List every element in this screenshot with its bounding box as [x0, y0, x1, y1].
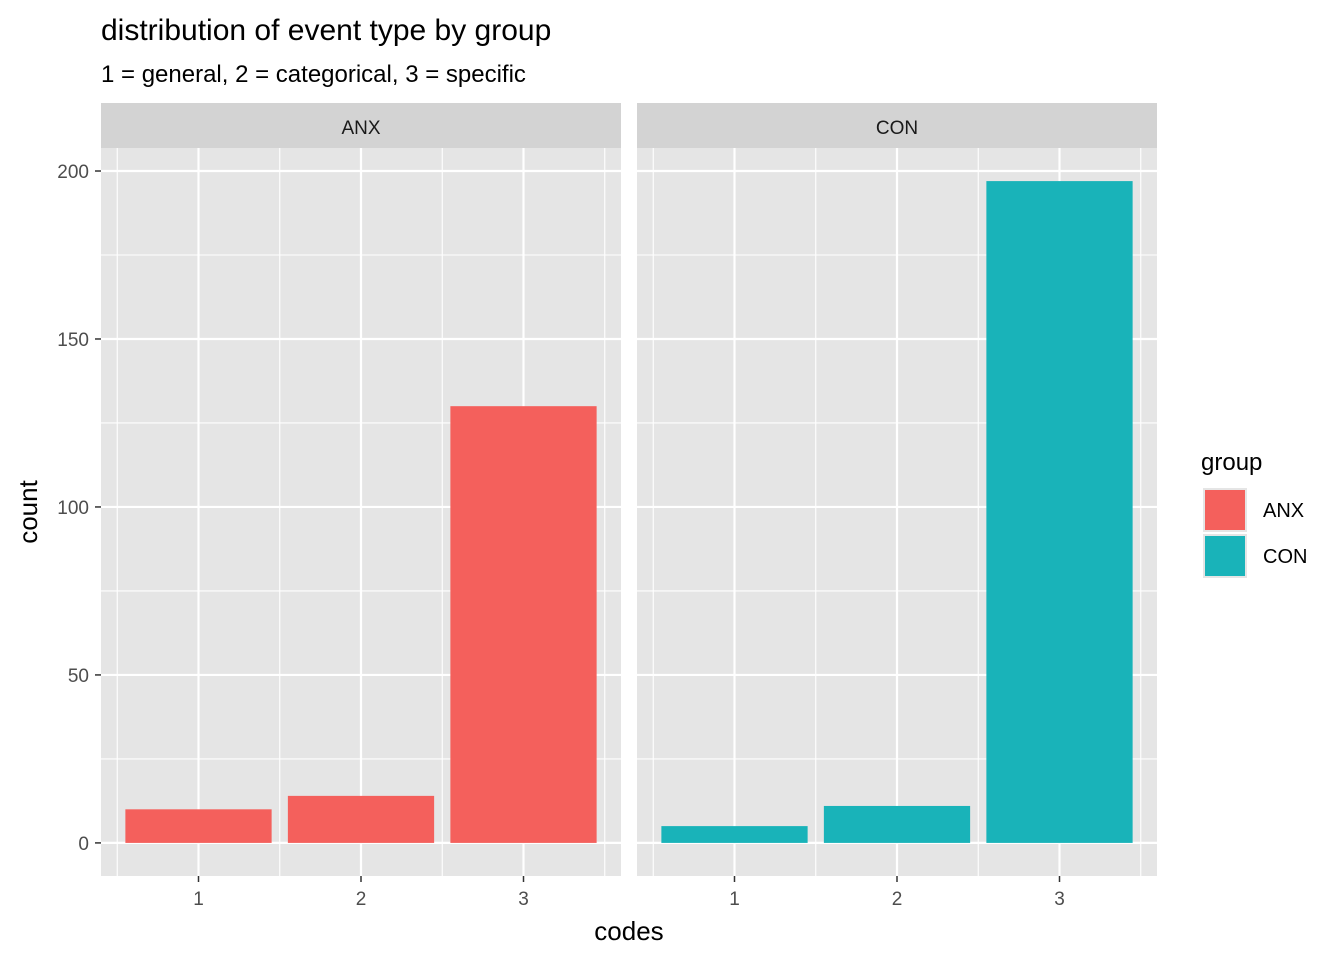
- x-tick-label: 1: [193, 889, 204, 910]
- legend-entry-anx: ANX: [1203, 488, 1304, 532]
- x-axis-label: codes: [594, 916, 663, 946]
- facet-strip-label: CON: [876, 118, 918, 139]
- bar-anx-3: [450, 406, 597, 843]
- facet-panel-con: CON 1 2 3: [637, 103, 1157, 910]
- bar-anx-2: [287, 795, 435, 843]
- bar-con-3: [986, 181, 1133, 843]
- y-tick-label: 150: [57, 330, 89, 351]
- x-tick-label: 2: [892, 889, 903, 910]
- legend: group ANX CON: [1201, 449, 1307, 578]
- legend-entry-con: CON: [1203, 534, 1307, 578]
- x-tick-label: 1: [729, 889, 740, 910]
- y-axis-label: count: [13, 479, 43, 543]
- legend-swatch: [1205, 536, 1245, 576]
- facet-strip-label: ANX: [341, 118, 380, 139]
- bar-con-1: [661, 826, 808, 843]
- bar-anx-1: [125, 809, 272, 843]
- facet-strip: [101, 103, 621, 148]
- bar-con-2: [823, 805, 971, 843]
- facet-strip: [637, 103, 1157, 148]
- chart-title: distribution of event type by group: [101, 14, 551, 47]
- facet-panel-anx: ANX 1 2 3: [101, 103, 621, 910]
- legend-title: group: [1201, 449, 1262, 476]
- plot-area: ANX 1 2 3 CON 1 2 3 0 50 100 150 200: [57, 103, 1157, 910]
- x-tick-label: 3: [518, 889, 529, 910]
- legend-swatch: [1205, 490, 1245, 530]
- y-tick-label: 50: [68, 666, 89, 687]
- legend-label: ANX: [1263, 500, 1304, 522]
- x-tick-label: 2: [356, 889, 367, 910]
- y-tick-label: 0: [78, 834, 89, 855]
- y-tick-label: 200: [57, 162, 89, 183]
- legend-label: CON: [1263, 546, 1307, 568]
- x-tick-label: 3: [1054, 889, 1065, 910]
- y-tick-label: 100: [57, 498, 89, 519]
- chart-subtitle: 1 = general, 2 = categorical, 3 = specif…: [101, 61, 526, 88]
